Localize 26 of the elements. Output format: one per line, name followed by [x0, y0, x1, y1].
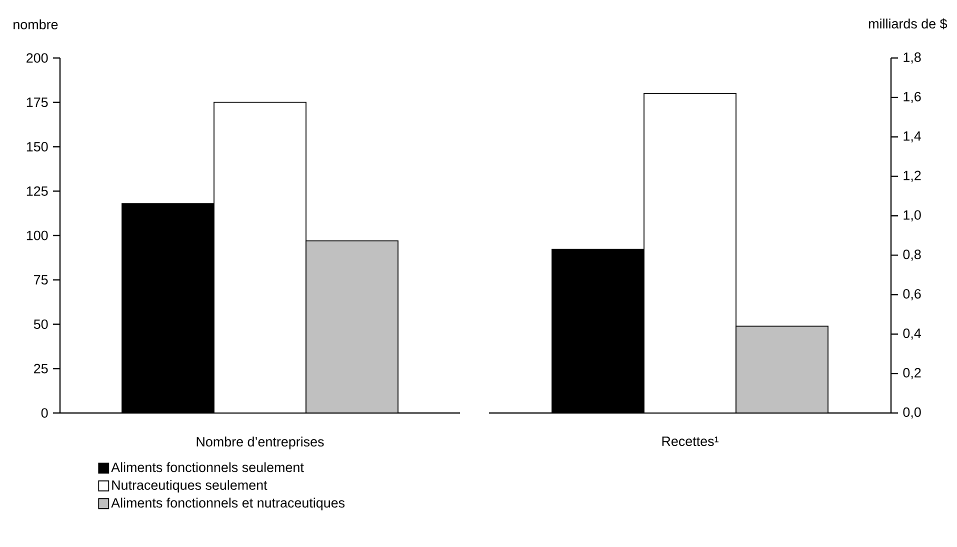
y-tick-label: 75	[34, 275, 48, 285]
y-tick-label: 50	[34, 319, 48, 329]
legend-label: Aliments fonctionnels et nutraceutiques	[111, 498, 345, 510]
y-tick-label: 0,8	[903, 250, 921, 261]
y-tick-label: 150	[26, 142, 48, 152]
y-tick-label: 1,4	[904, 131, 921, 142]
y-tick-label: 125	[26, 186, 48, 196]
x-tick-label: Nombre d’entreprises	[196, 436, 324, 450]
x-tick-label: Recettes¹	[662, 436, 718, 446]
y-tick-label: 0,4	[903, 328, 921, 340]
y-axis-title: milliards de $	[868, 18, 948, 30]
y-tick-label: 1,2	[904, 170, 921, 182]
y-tick-label: 100	[26, 230, 48, 240]
y-tick-label: 0,6	[903, 289, 921, 300]
y-tick-label: 0	[41, 408, 48, 418]
y-tick-label: 1,6	[904, 92, 921, 103]
y-tick-label: 1,0	[904, 210, 921, 222]
y-tick-label: 175	[26, 98, 48, 108]
y-tick-label: 0,2	[903, 368, 921, 380]
legend-label: Nutraceutiques seulement	[112, 480, 268, 493]
y-tick-label: 200	[26, 53, 48, 63]
y-tick-label: 1,8	[904, 52, 921, 64]
y-axis-title: nombre	[14, 19, 58, 30]
y-tick-label: 0,0	[903, 407, 921, 419]
y-tick-label: 25	[34, 364, 48, 374]
legend-label: Aliments fonctionnels seulement	[111, 462, 304, 472]
